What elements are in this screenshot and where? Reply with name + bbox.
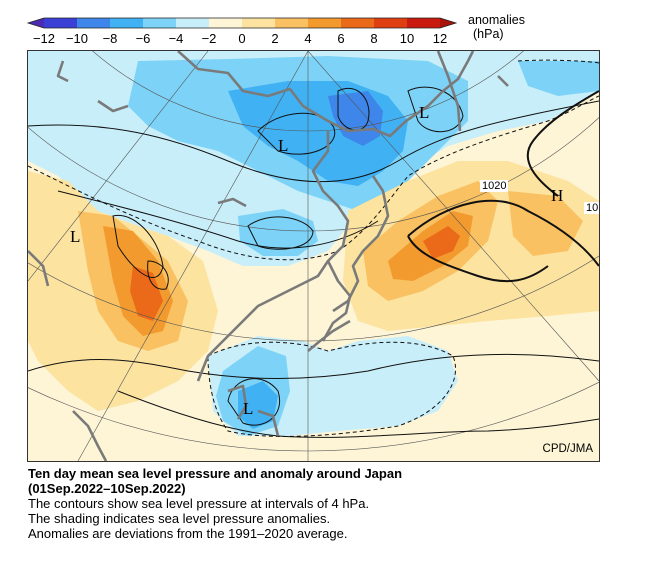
colorbar-cells bbox=[26, 17, 458, 29]
low-pressure-label: L bbox=[243, 399, 254, 418]
coastlines bbox=[28, 51, 509, 461]
colorbar-tick-label: −12 bbox=[33, 31, 55, 46]
caption-title-line2: (01Sep.2022–10Sep.2022) bbox=[28, 481, 186, 496]
colorbar-min-arrow bbox=[28, 18, 44, 28]
map-credit: CPD/JMA bbox=[542, 443, 593, 455]
caption-line1: The contours show sea level pressure at … bbox=[28, 496, 370, 511]
colorbar-title: anomalies (hPa) bbox=[468, 13, 525, 41]
colorbar-tick-label: 2 bbox=[271, 31, 278, 46]
contour-label-1020: 1020 bbox=[480, 180, 509, 192]
colorbar-tick-label: −8 bbox=[103, 31, 118, 46]
contour-label-10: 10 bbox=[584, 202, 599, 214]
anomaly-region-south-core bbox=[238, 381, 278, 429]
colorbar-max-arrow bbox=[440, 18, 456, 28]
caption-title-line1: Ten day mean sea level pressure and anom… bbox=[28, 466, 403, 481]
colorbar-cell bbox=[209, 18, 243, 28]
colorbar-tick-label: −4 bbox=[169, 31, 184, 46]
high-pressure-label: H bbox=[551, 186, 564, 205]
low-pressure-label: L bbox=[70, 227, 81, 246]
pressure-anomaly-map: L L L L H 1020 10 CPD/JMA bbox=[27, 50, 600, 462]
colorbar-cell bbox=[275, 18, 309, 28]
anomaly-region-north-core bbox=[328, 91, 383, 146]
caption-line3: Anomalies are deviations from the 1991–2… bbox=[28, 526, 348, 541]
colorbar-tick-label: 10 bbox=[400, 31, 414, 46]
pressure-contours bbox=[28, 86, 599, 438]
colorbar-cell bbox=[242, 18, 276, 28]
anomaly-region-east-core bbox=[423, 226, 460, 259]
colorbar-cell bbox=[341, 18, 375, 28]
colorbar-tick-label: 0 bbox=[238, 31, 245, 46]
anomaly-region-far-east-orange bbox=[508, 191, 583, 256]
colorbar-tick-label: −2 bbox=[202, 31, 217, 46]
colorbar-ticks: −12 −10 −8 −6 −4 −2 0 2 4 6 8 10 12 bbox=[33, 31, 447, 46]
colorbar-cell bbox=[77, 18, 111, 28]
colorbar-tick-label: 12 bbox=[433, 31, 447, 46]
map-canvas bbox=[28, 51, 599, 461]
colorbar-title-line2: (hPa) bbox=[473, 27, 504, 41]
colorbar-tick-label: −6 bbox=[136, 31, 151, 46]
colorbar-title-line1: anomalies bbox=[468, 13, 525, 27]
low-pressure-label: L bbox=[419, 103, 430, 122]
colorbar-cell bbox=[44, 18, 78, 28]
colorbar-outline bbox=[26, 17, 458, 29]
low-pressure-label: L bbox=[278, 136, 289, 155]
colorbar-cell bbox=[143, 18, 177, 28]
anomaly-colorbar: −12 −10 −8 −6 −4 −2 0 2 4 6 8 10 12 bbox=[26, 17, 458, 46]
colorbar-tick-label: −10 bbox=[66, 31, 88, 46]
map-caption: Ten day mean sea level pressure and anom… bbox=[28, 466, 588, 541]
colorbar-cell bbox=[374, 18, 408, 28]
colorbar-cell bbox=[308, 18, 342, 28]
colorbar-cell bbox=[176, 18, 210, 28]
colorbar-tick-label: 4 bbox=[304, 31, 311, 46]
colorbar-cell bbox=[110, 18, 144, 28]
colorbar-tick-label: 8 bbox=[370, 31, 377, 46]
anomaly-region-west-core bbox=[130, 266, 163, 321]
graticule bbox=[28, 51, 599, 461]
colorbar-tick-label: 6 bbox=[337, 31, 344, 46]
colorbar-cell bbox=[407, 18, 441, 28]
anomaly-region-ne-blue bbox=[518, 61, 599, 96]
contour-1020 bbox=[407, 90, 599, 283]
caption-line2: The shading indicates sea level pressure… bbox=[28, 511, 331, 526]
